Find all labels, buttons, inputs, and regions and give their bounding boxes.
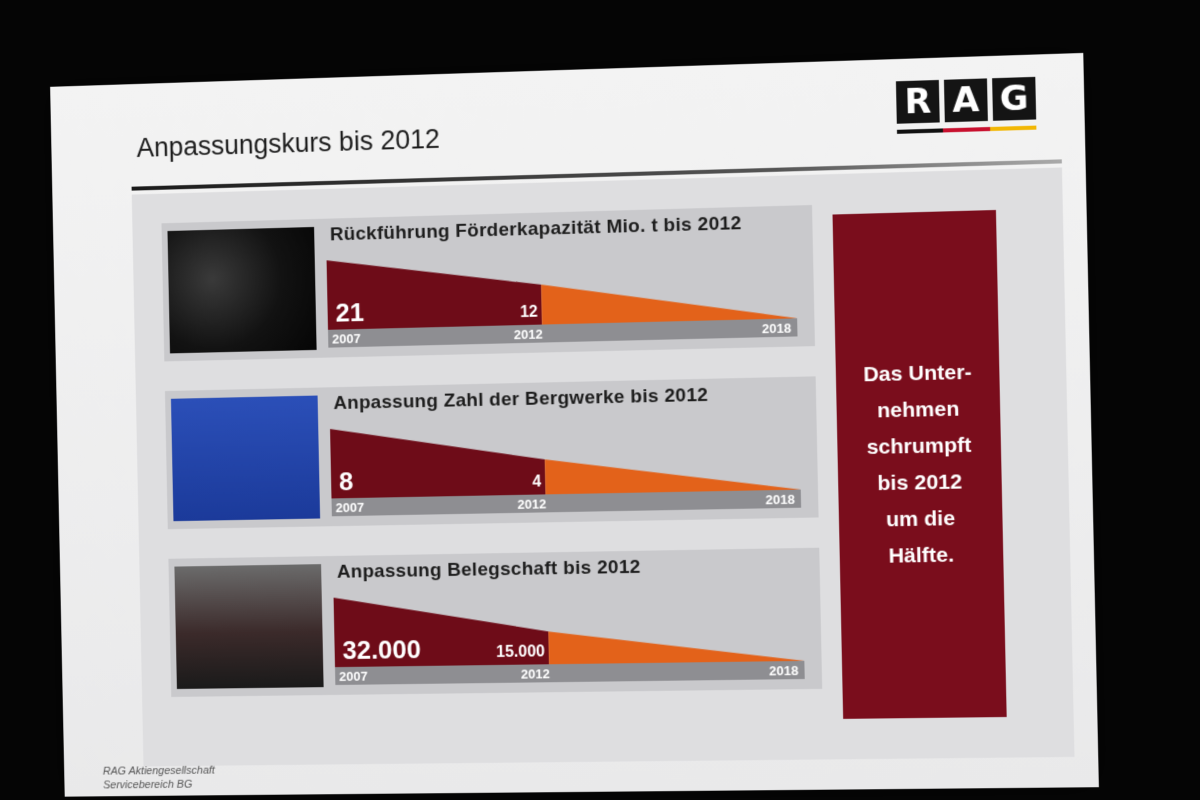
value-label: 21 — [335, 299, 364, 328]
value-label: 8 — [339, 468, 354, 496]
wedge-future — [548, 628, 804, 664]
wedge-past — [330, 424, 546, 498]
x-tick-label: 2007 — [339, 669, 368, 684]
x-tick-label: 2007 — [335, 500, 364, 516]
logo-letter-g: G — [992, 77, 1036, 121]
footer: RAG Aktiengesellschaft Servicebereich BG — [103, 764, 216, 793]
summary-box: Das Unter- nehmen schrumpft bis 2012 um … — [833, 210, 1007, 719]
presentation-slide: Anpassungskurs bis 2012 R A G Rückführun… — [50, 53, 1099, 797]
rag-logo: R A G — [896, 77, 1040, 126]
value-label: 32.000 — [342, 636, 421, 665]
chart-workforce: 2007 2012 2018 32.000 15.000 — [333, 586, 814, 689]
workers-photo — [174, 564, 323, 689]
value-label: 4 — [532, 473, 541, 490]
logo-flag-stripe — [897, 126, 1036, 134]
footer-department: Servicebereich BG — [103, 777, 215, 792]
x-tick-label: 2012 — [517, 496, 546, 512]
x-tick-label: 2012 — [521, 666, 550, 681]
slide-title: Anpassungskurs bis 2012 — [136, 124, 440, 164]
footer-company: RAG Aktiengesellschaft — [103, 764, 215, 779]
panel-workforce: Anpassung Belegschaft bis 2012 2007 2012 2… — [168, 548, 822, 697]
x-tick-label: 2018 — [762, 320, 792, 336]
wedge-future — [541, 278, 797, 325]
x-tick-label: 2012 — [514, 326, 543, 342]
panel-title-workforce: Anpassung Belegschaft bis 2012 — [337, 557, 641, 584]
content-area: Rückführung Förderkapazität Mio. t bis 2… — [132, 167, 1075, 766]
chart-capacity: 2007 2012 2018 21 12 — [326, 243, 807, 351]
x-tick-label: 2007 — [332, 331, 361, 347]
summary-text: Das Unter- nehmen schrumpft bis 2012 um … — [863, 355, 976, 576]
stripe-red — [943, 127, 990, 132]
x-tick-label: 2018 — [769, 663, 799, 679]
chart-mines: 2007 2012 2018 8 4 — [330, 415, 811, 520]
logo-letter-r: R — [896, 80, 940, 124]
panel-capacity: Rückführung Förderkapazität Mio. t bis 2… — [161, 205, 814, 361]
wedge-future — [545, 454, 801, 494]
headframe-photo — [171, 396, 320, 522]
panel-mines: Anpassung Zahl der Bergwerke bis 2012 20… — [165, 376, 819, 529]
stripe-black — [897, 128, 943, 133]
stripe-gold — [990, 126, 1037, 131]
value-label: 15.000 — [496, 643, 545, 661]
x-tick-label: 2018 — [765, 492, 795, 508]
panel-title-capacity: Rückführung Förderkapazität Mio. t bis 2… — [330, 213, 742, 246]
coal-photo — [167, 227, 316, 353]
value-label: 12 — [520, 304, 538, 322]
logo-letter-a: A — [944, 78, 988, 122]
panel-title-mines: Anpassung Zahl der Bergwerke bis 2012 — [333, 385, 708, 415]
